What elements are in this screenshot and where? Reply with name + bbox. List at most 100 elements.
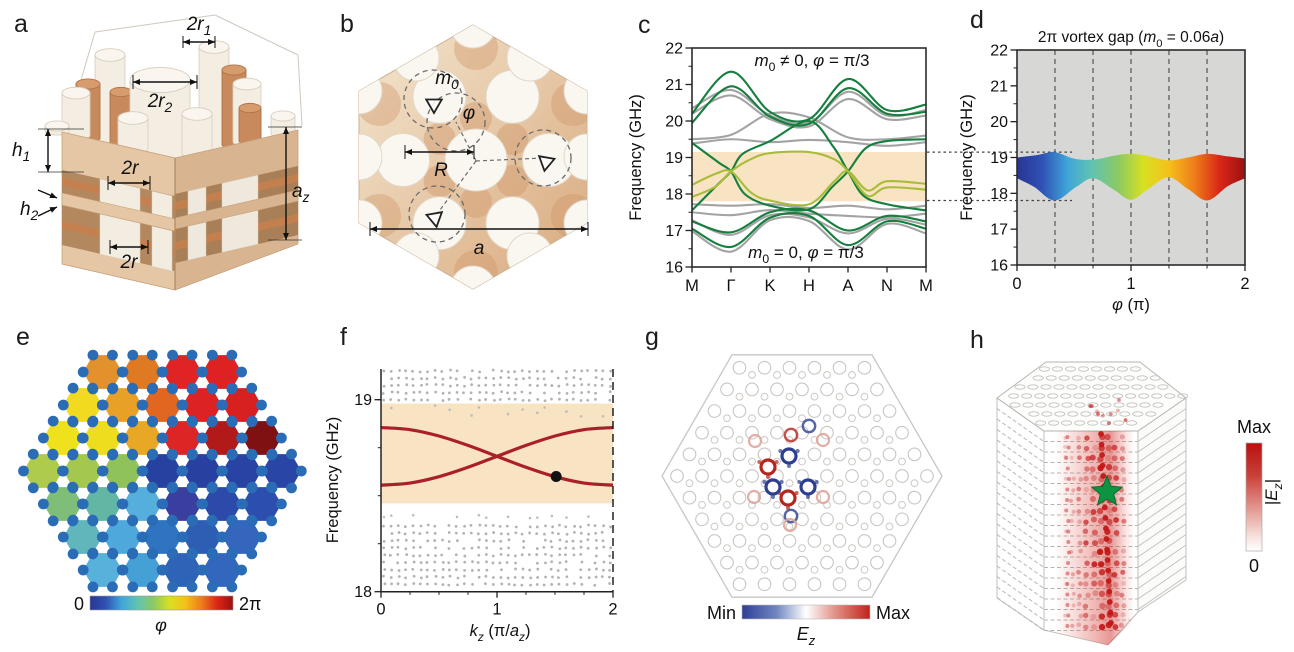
d-y-axis-label: Frequency (GHz) [958, 94, 976, 221]
c-xtick-label: H [803, 277, 815, 295]
d-ytick-label: 19 [990, 150, 1008, 167]
dim-az-label: az [292, 181, 310, 205]
d-ytick-label: 20 [990, 114, 1008, 131]
phase-cell [162, 421, 202, 455]
field-spot [783, 508, 799, 524]
panel-h: h Max 0 |Ez| [970, 326, 1285, 646]
band-curve-green [692, 207, 926, 234]
phase-cell [182, 388, 222, 422]
band-curve-gray [692, 203, 926, 211]
h-cbar-min: 0 [1249, 556, 1259, 576]
c-ytick-label: 21 [665, 77, 683, 94]
phase-cell [222, 454, 262, 488]
panel-c-label: c [638, 11, 651, 39]
d-ytick-label: 21 [990, 78, 1008, 95]
phase-vortex-lattice [18, 349, 307, 593]
hinge-mode-3d-render [996, 361, 1189, 646]
panel-e: e 0 2π φ [16, 323, 307, 635]
field-spot [746, 489, 762, 505]
phase-cell [123, 553, 162, 587]
phase-cell [242, 487, 282, 521]
phase-cell [222, 388, 262, 422]
vortex-gap-plot: 22 21 20 19 18 17 160 1 2 [927, 43, 1250, 293]
panel-g: g Min Max Ez [645, 323, 943, 648]
dim-2r-bot-label: 2r [120, 252, 139, 273]
phase-cell [202, 355, 242, 389]
panel-g-label: g [645, 323, 659, 351]
bandgap-highlight [692, 152, 926, 202]
band-curve-green [692, 70, 926, 123]
c-legend-gray: m0 ≠ 0, φ = π/3 [754, 51, 869, 74]
f-y-axis-label: Frequency (GHz) [324, 417, 342, 544]
c-ytick-label: 19 [665, 150, 683, 167]
dim-2r1-label: 2r1 [186, 14, 212, 38]
g-cbar-label: Ez [797, 624, 816, 648]
label-m0: m0 [435, 68, 459, 92]
field-spot [759, 458, 777, 476]
f-ytick-label: 19 [354, 392, 372, 409]
c-xtick-label: K [764, 277, 775, 295]
label-a: a [474, 238, 485, 259]
f-xtick-label: 0 [376, 601, 385, 619]
h-cbar-label: |Ez| [1262, 479, 1285, 505]
band-curve-gray [692, 209, 926, 219]
panel-b-label: b [340, 10, 354, 38]
f-xtick-label: 2 [608, 601, 617, 619]
phase-cell [83, 421, 123, 455]
dim-h2-label: h2 [20, 199, 39, 223]
panel-e-label: e [16, 323, 30, 351]
phase-cell [63, 454, 103, 488]
phase-cell [83, 487, 123, 521]
phase-cell [63, 520, 103, 554]
panel-a-label: a [14, 10, 28, 38]
panel-f: f 19 180 1 2 Frequency (GHz) kz (π/az) [324, 323, 618, 644]
phase-cell [162, 553, 202, 587]
phase-cell [142, 520, 182, 554]
source-star [1090, 474, 1124, 506]
d-ytick-label: 18 [990, 186, 1008, 203]
label-phi: φ [463, 103, 475, 124]
panel-h-label: h [970, 326, 984, 354]
phase-colorbar [89, 595, 234, 611]
band-curve-gray [692, 138, 926, 147]
band-curve-green [692, 212, 926, 248]
label-R: R [434, 160, 448, 181]
c-xtick-label: Γ [726, 277, 735, 295]
phase-cell [162, 355, 202, 389]
field-spot [780, 447, 798, 465]
field-spot [764, 478, 782, 496]
phase-cell [43, 487, 83, 521]
f-x-axis-label: kz (π/az) [470, 622, 531, 644]
panel-d-label: d [970, 6, 984, 34]
band-curve-olive [692, 150, 926, 198]
phase-cell [142, 454, 182, 488]
phase-cell [202, 553, 242, 587]
band-curve-green [692, 138, 926, 212]
d-xtick-label: 1 [1126, 275, 1135, 293]
phase-cell [142, 388, 182, 422]
d-title: 2π vortex gap (m0 = 0.06a) [1038, 29, 1224, 50]
e-cbar-label: φ [155, 615, 167, 635]
field-spot [801, 418, 817, 434]
field-spot [783, 427, 799, 443]
c-ytick-label: 18 [665, 187, 683, 204]
phase-cell [202, 487, 242, 521]
band-curve-gray [692, 212, 926, 236]
c-ytick-label: 17 [665, 223, 683, 240]
phase-cell [103, 520, 143, 554]
panel-d: d 22 21 20 19 18 17 160 1 2 2π vortex gap (m0 = … [927, 6, 1250, 314]
vortex-gap-band [1017, 152, 1245, 201]
band-curve-gray [692, 94, 926, 129]
dim-h1-label: h1 [12, 140, 30, 164]
phase-cell [123, 355, 162, 389]
field-spot [799, 478, 817, 496]
band-curve-gray [692, 111, 926, 141]
hinge-dispersion-plot: 19 180 1 2 [354, 368, 618, 619]
phase-cell [202, 421, 242, 455]
ez-abs-colorbar [1245, 442, 1263, 552]
phase-cell [262, 454, 302, 488]
phase-cell [103, 388, 143, 422]
c-xtick-label: A [842, 277, 853, 295]
